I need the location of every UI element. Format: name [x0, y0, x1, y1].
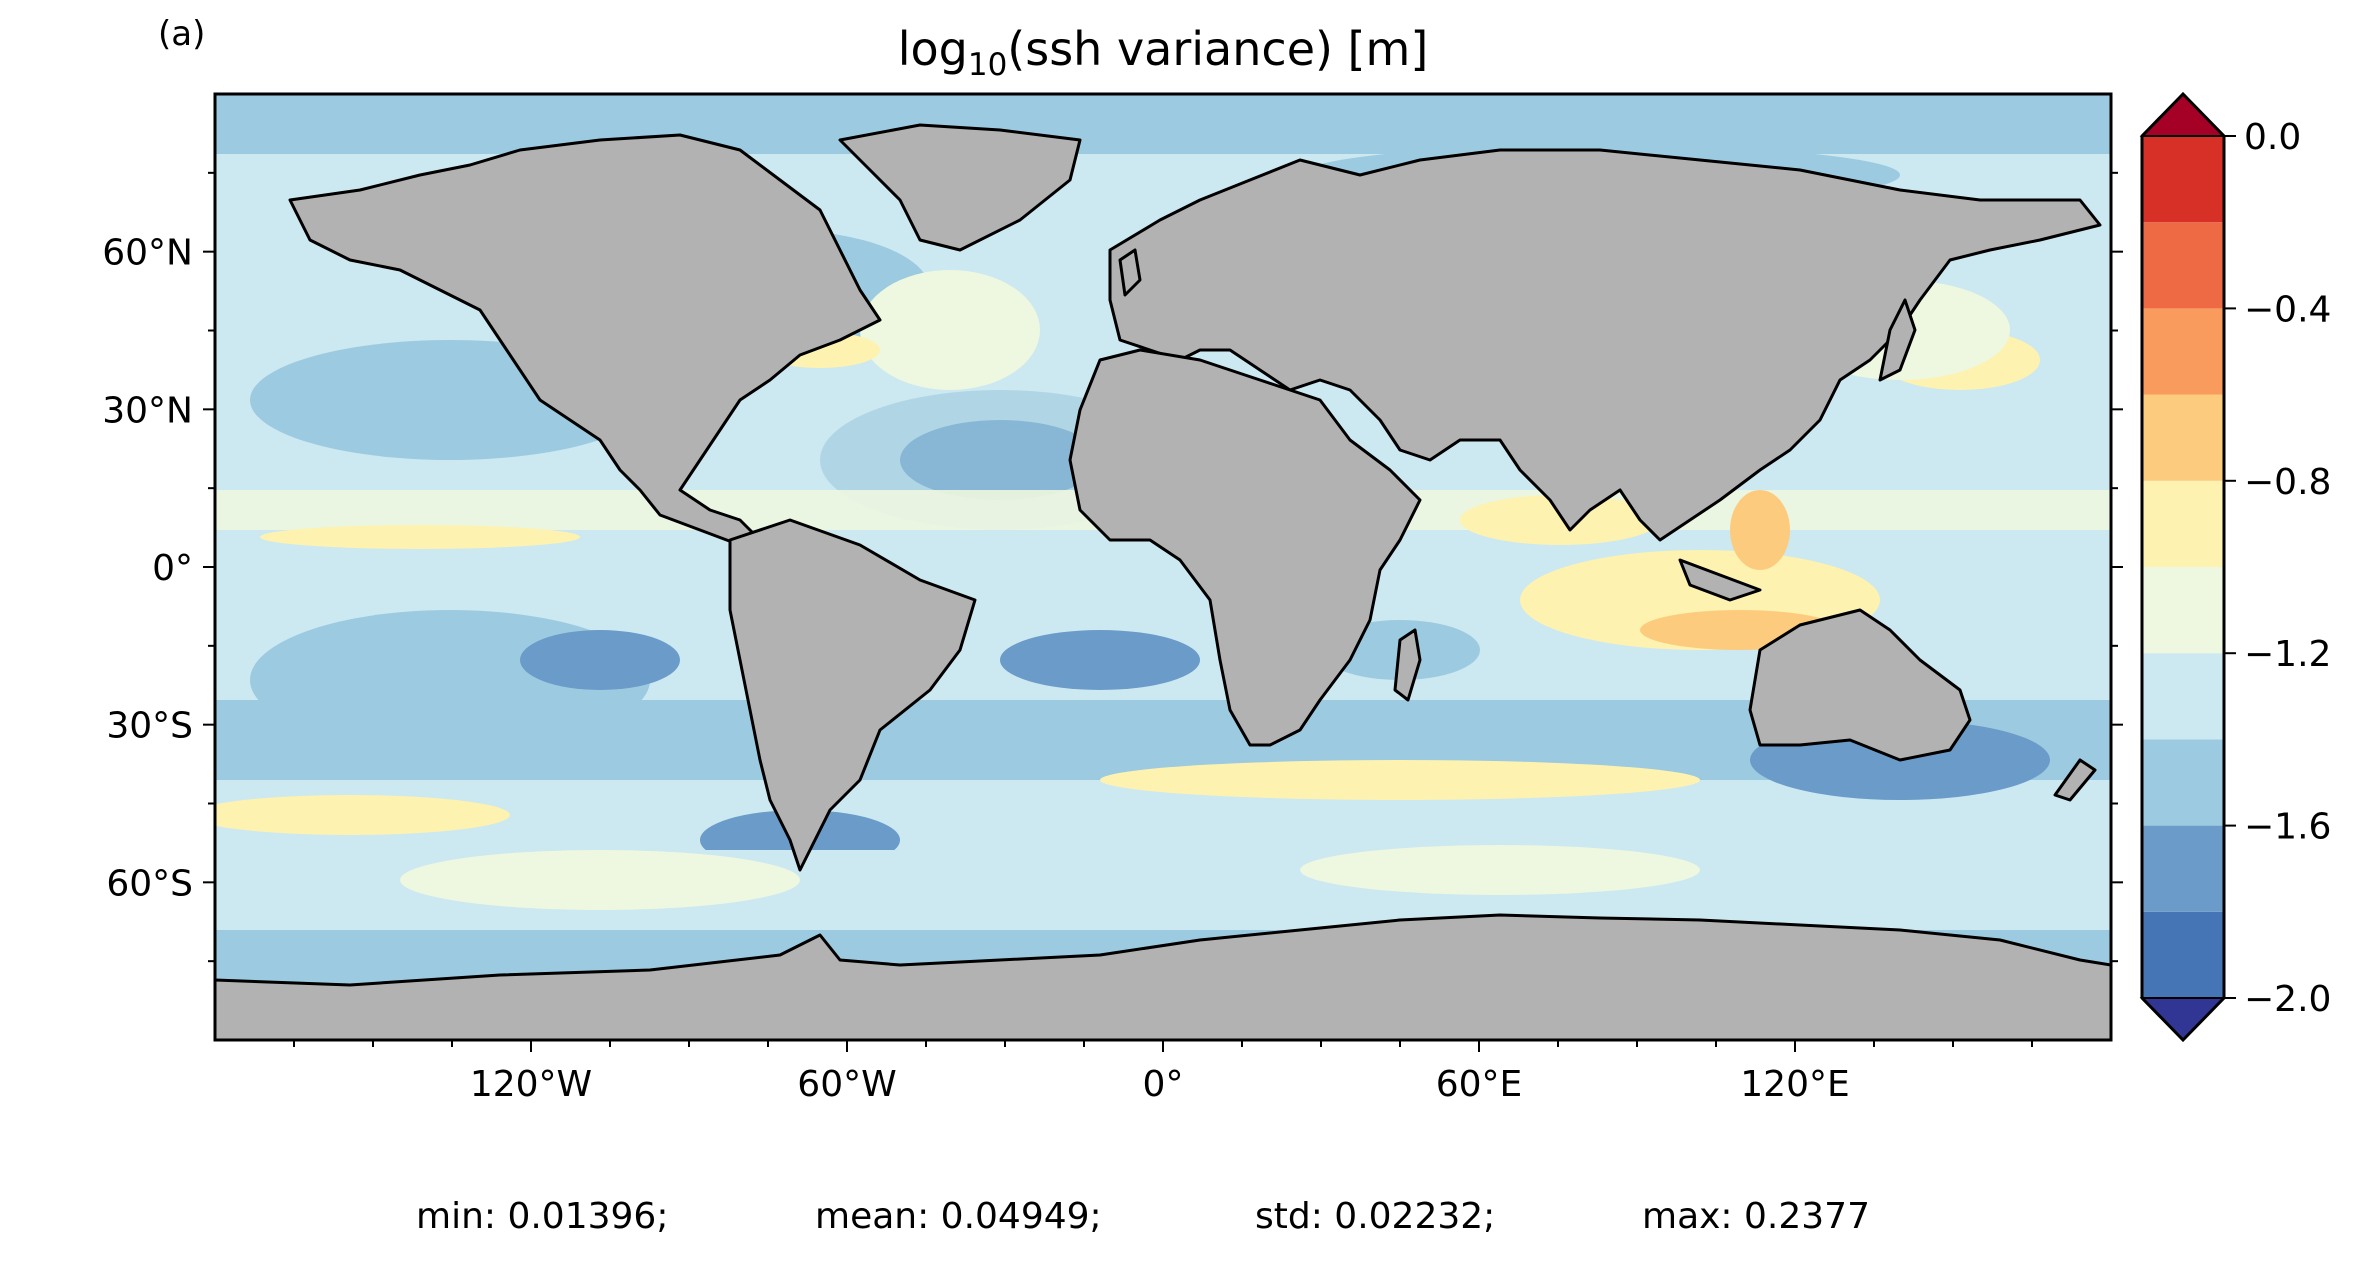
x-tick-label: 60°W — [797, 1064, 896, 1105]
colorbar-segment — [2142, 136, 2224, 223]
colorbar-segment — [2142, 739, 2224, 826]
stats-min: min: 0.01396; — [416, 1196, 669, 1237]
x-tick-label: 60°E — [1436, 1064, 1523, 1105]
colorbar-segment — [2142, 308, 2224, 395]
y-tick-label: 30°N — [102, 390, 193, 431]
madagascar — [1393, 628, 1422, 702]
new-zealand — [2053, 758, 2097, 802]
colorbar-segment — [2142, 480, 2224, 567]
map-title-suffix: (ssh variance) [m] — [1007, 22, 1428, 76]
stats-std: std: 0.02232; — [1255, 1196, 1496, 1237]
colorbar-tick-label: 0.0 — [2244, 117, 2301, 158]
colorbar-segment — [2142, 653, 2224, 740]
colorbar-tick-label: −0.4 — [2244, 289, 2331, 330]
y-tick-label: 0° — [152, 548, 193, 589]
stats-max: max: 0.2377 — [1642, 1196, 1870, 1237]
colorbar-tick-label: −0.8 — [2244, 462, 2331, 503]
antarctica — [215, 913, 2111, 1040]
colorbar-over-arrow — [2139, 92, 2227, 137]
y-tick-label: 60°S — [106, 863, 193, 904]
land-masses — [215, 123, 2111, 1040]
north-america — [288, 133, 882, 547]
stats-mean: mean: 0.04949; — [815, 1196, 1102, 1237]
japan — [1878, 298, 1917, 382]
colorbar-tick-label: −1.2 — [2244, 634, 2331, 675]
colorbar-segment — [2142, 394, 2224, 481]
colorbar-segment — [2142, 222, 2224, 309]
eurasia — [1108, 148, 2102, 542]
greenland — [838, 123, 1082, 252]
y-axis: 60°N 30°N 0° 30°S 60°S — [102, 171, 2123, 963]
map-title-prefix: log — [898, 22, 968, 76]
x-tick-label: 0° — [1143, 1064, 1184, 1105]
colorbar-segment — [2142, 825, 2224, 912]
panel-label: (a) — [158, 14, 206, 54]
x-axis: 120°W 60°W 0° 60°E 120°E — [293, 1040, 2033, 1105]
map-area — [215, 94, 2111, 1040]
colorbar: 0.0 −0.4 −0.8 −1.2 −1.6 −2.0 — [2139, 91, 2331, 1043]
africa — [1068, 348, 1422, 747]
colorbar-segment — [2142, 567, 2224, 654]
y-tick-label: 60°N — [102, 233, 193, 274]
x-tick-label: 120°W — [470, 1064, 592, 1105]
map-title: log10(ssh variance) [m] — [898, 22, 1429, 83]
colorbar-tick-label: −1.6 — [2244, 807, 2331, 848]
australia — [1748, 608, 1972, 762]
colorbar-segment — [2142, 911, 2224, 998]
x-tick-label: 120°E — [1740, 1064, 1849, 1105]
y-tick-label: 30°S — [106, 706, 193, 747]
colorbar-under-arrow — [2139, 997, 2227, 1042]
uk — [1118, 248, 1142, 297]
colorbar-tick-label: −2.0 — [2244, 979, 2331, 1020]
indonesia — [1678, 558, 1762, 602]
map-title-subscript: 10 — [968, 47, 1007, 83]
south-america — [728, 518, 977, 872]
